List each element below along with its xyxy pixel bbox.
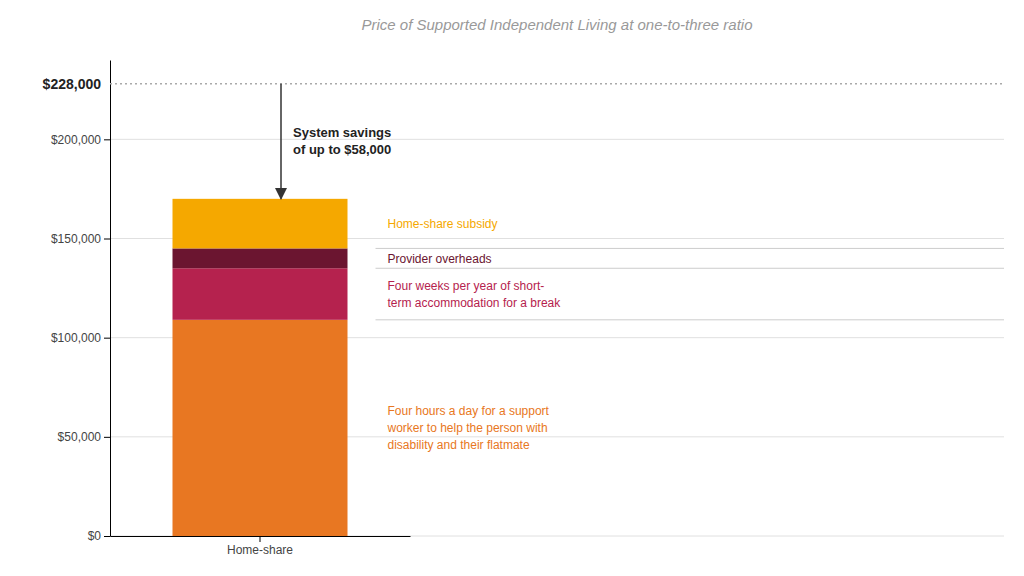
text-line: Four hours a day for a support <box>388 404 550 418</box>
y-tick-label: $100,000 <box>51 331 101 345</box>
annotation-arrow <box>280 84 282 199</box>
y-tick: $0 <box>88 529 110 543</box>
text-line: Four weeks per year of short- <box>388 279 545 293</box>
separator <box>376 268 1005 269</box>
bar-segment <box>173 320 348 536</box>
x-tick-label: Home-share <box>227 543 293 557</box>
reference-label: $228,000 <box>43 76 102 92</box>
y-tick-mark <box>104 536 110 537</box>
y-tick: $150,000 <box>51 232 110 246</box>
y-tick-mark <box>104 437 110 438</box>
text-line: worker to help the person with <box>387 421 548 435</box>
bar-segment <box>173 248 348 268</box>
separator <box>376 319 1005 320</box>
separator <box>376 248 1005 249</box>
x-tick-mark <box>260 536 261 542</box>
segment-label: Four hours a day for a support worker to … <box>387 404 550 452</box>
y-tick-label: $50,000 <box>58 430 102 444</box>
bar-segment <box>173 199 348 249</box>
annotation: System savings of up to $58,000 <box>293 125 391 157</box>
segment-label: Four weeks per year of short-term accomm… <box>388 279 562 310</box>
y-tick: $100,000 <box>51 331 110 345</box>
grid-line <box>110 139 1004 140</box>
grid <box>110 139 1004 536</box>
text-line: term accommodation for a break <box>388 296 562 310</box>
y-tick-mark <box>104 139 110 140</box>
x-tick: Home-share <box>227 536 293 557</box>
y-tick: $50,000 <box>58 430 110 444</box>
bars <box>173 199 348 536</box>
x-axis: Home-share <box>111 536 411 557</box>
reference-line <box>110 83 1004 85</box>
y-tick-mark <box>104 338 110 339</box>
y-axis: $0 $50,000 $100,000 $150,000 $200,000 <box>51 61 111 544</box>
y-tick-label: $200,000 <box>51 133 101 147</box>
bar-segment <box>173 268 348 320</box>
text-line: System savings <box>293 125 391 140</box>
y-tick: $200,000 <box>51 133 110 147</box>
chart: Price of Supported Independent Living at… <box>0 0 1024 576</box>
segment-label: Home-share subsidy <box>388 217 498 231</box>
text-line: Provider overheads <box>388 252 492 266</box>
text-line: of up to $58,000 <box>293 142 391 157</box>
segment-labels: Four hours a day for a support worker to … <box>376 217 1005 452</box>
y-axis-line <box>110 61 111 537</box>
y-tick-label: $0 <box>88 529 102 543</box>
segment-label: Provider overheads <box>388 252 492 266</box>
y-tick-mark <box>104 239 110 240</box>
text-line: disability and their flatmate <box>388 438 530 452</box>
y-tick-label: $150,000 <box>51 232 101 246</box>
text-line: Home-share subsidy <box>388 217 498 231</box>
plot: $0 $50,000 $100,000 $150,000 $200,000 Home-sh… <box>43 61 1004 557</box>
title: Price of Supported Independent Living at… <box>361 16 752 33</box>
